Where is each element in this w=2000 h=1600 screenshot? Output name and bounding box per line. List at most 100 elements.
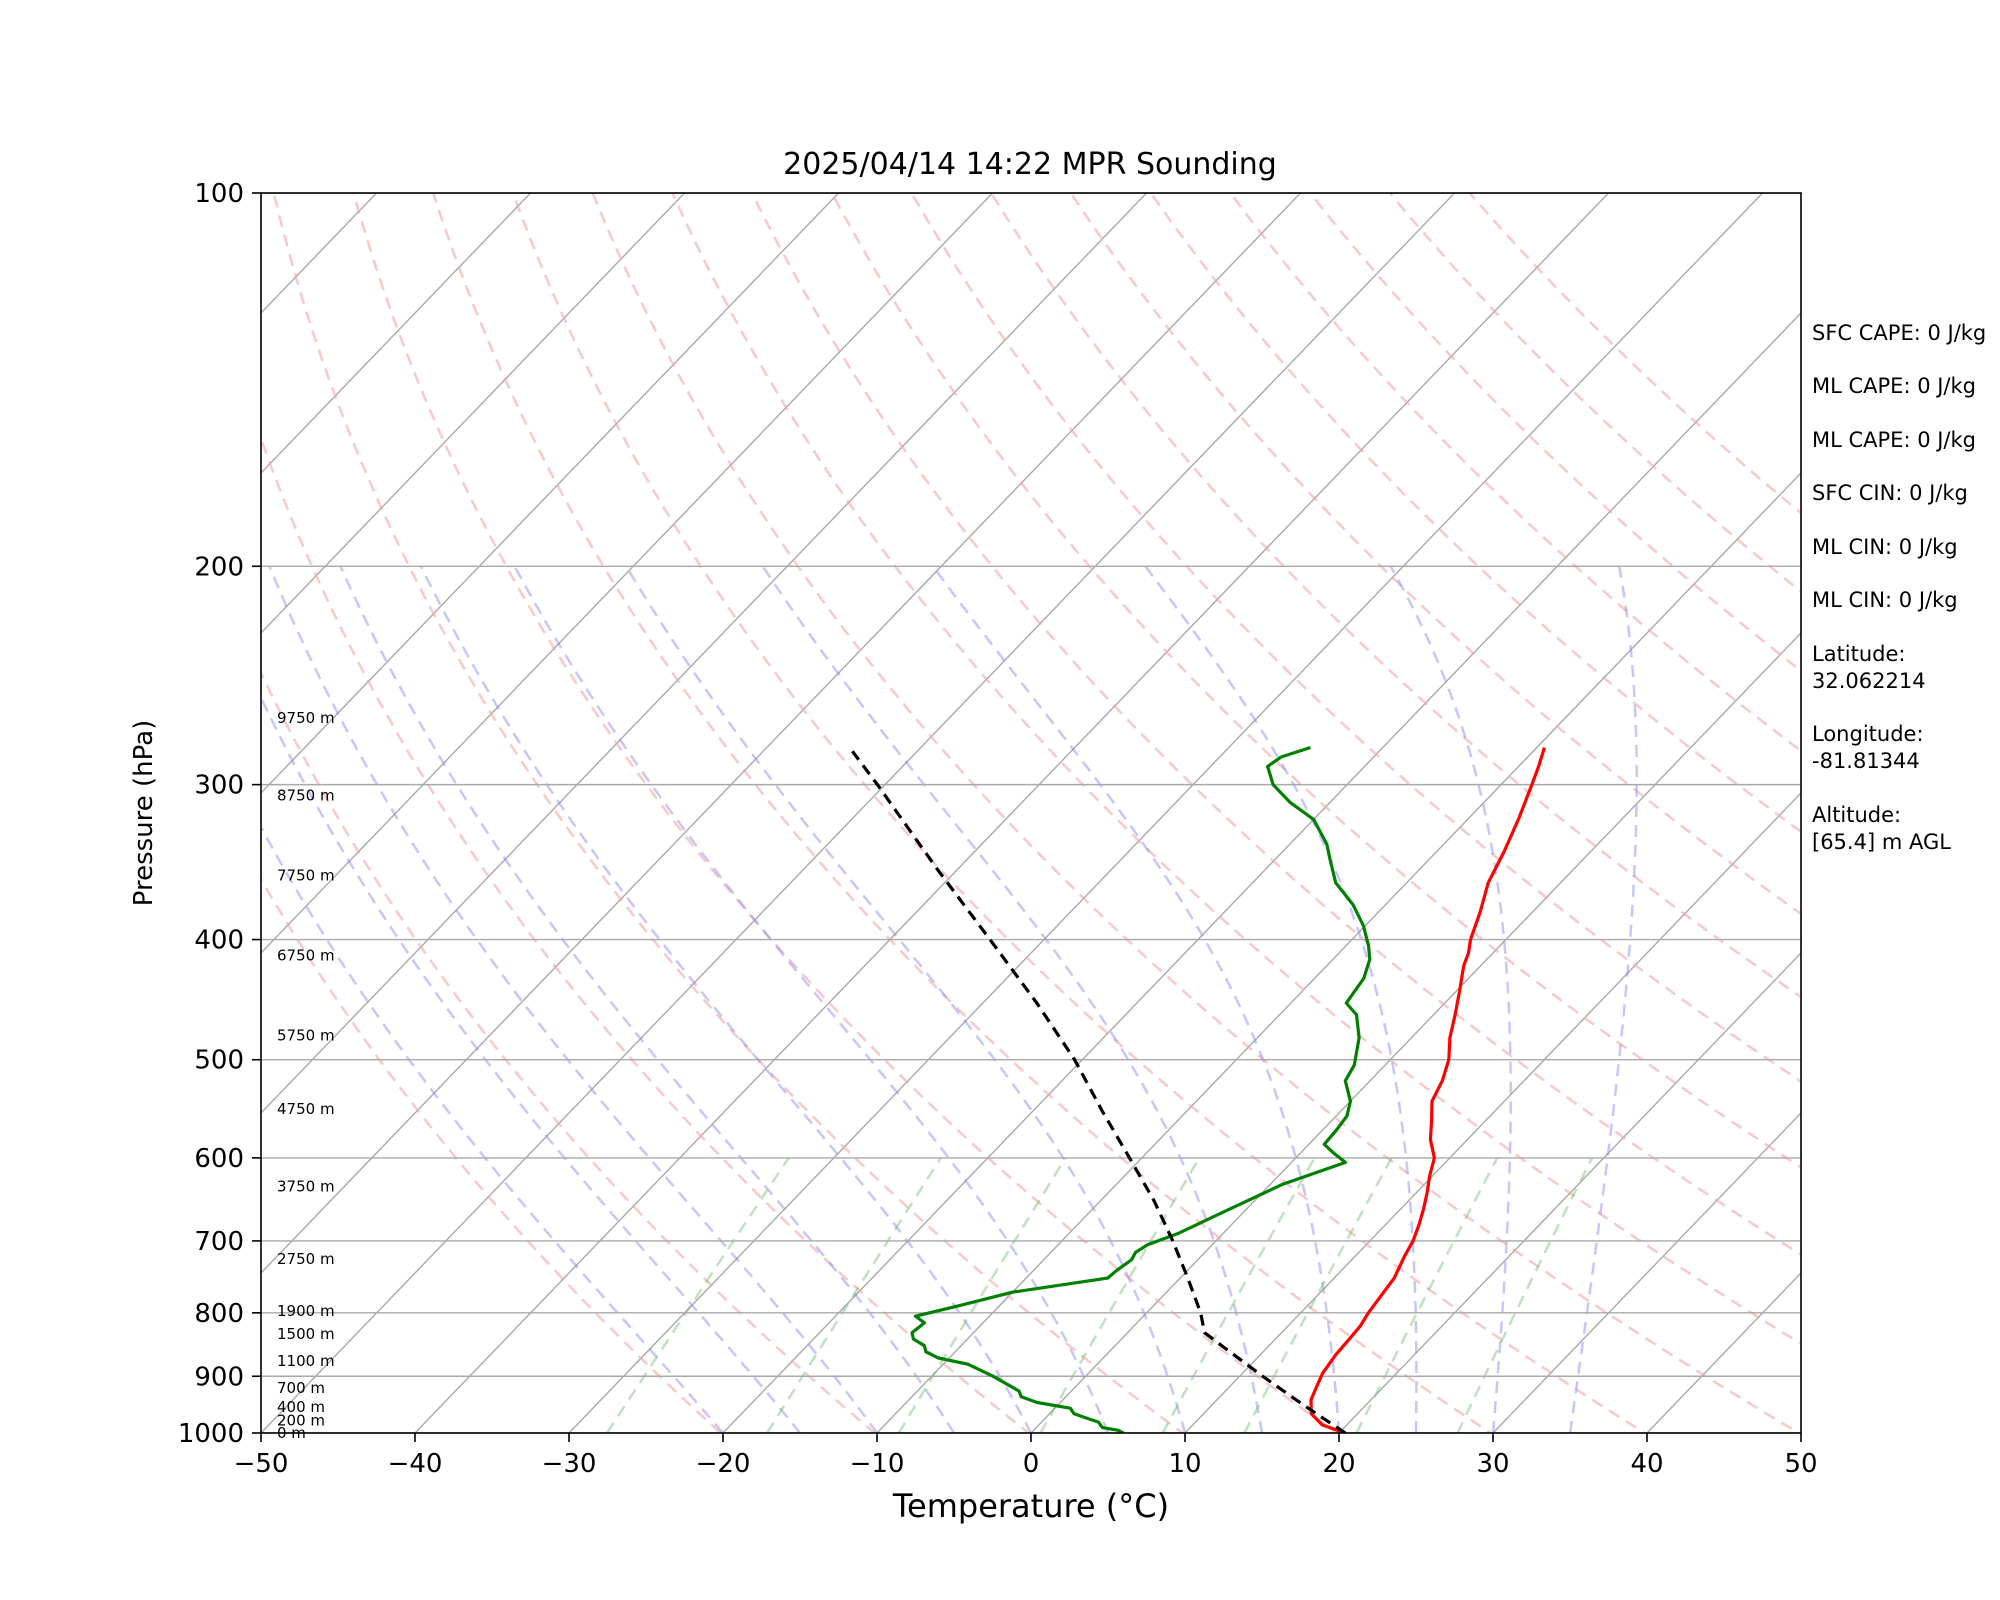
- y-axis-ticks: 100 200 300 400 500 600 700 800 900 1000: [178, 179, 261, 1449]
- mixing-ratio-line: [1243, 1157, 1393, 1433]
- x-tick-label: 20: [1322, 1449, 1355, 1479]
- y-tick-label: 500: [194, 1046, 244, 1076]
- isotherm-line: [261, 193, 1456, 1433]
- isotherm-line: [1646, 1272, 1801, 1433]
- dry-adiabat-line: [1388, 193, 1801, 594]
- y-tick-label: 400: [194, 926, 244, 956]
- height-label: 4750 m: [277, 1100, 335, 1118]
- x-axis-ticks: −50 −40 −30 −20 −10 0 10 20 30 40 50: [234, 1433, 1818, 1479]
- altitude-label: Altitude:: [1812, 803, 1901, 827]
- longitude-label: Longitude:: [1812, 722, 1924, 746]
- x-tick-label: −40: [388, 1449, 443, 1479]
- height-label: 200 m: [277, 1411, 325, 1429]
- dry-adiabat-line: [750, 193, 1801, 1257]
- latitude-value: 32.062214: [1812, 669, 1926, 693]
- moist-adiabat-line: [1389, 565, 1512, 1433]
- isotherm-line: [1030, 632, 1801, 1433]
- y-tick-label: 800: [194, 1299, 244, 1329]
- sounding-profiles: [851, 745, 1547, 1433]
- moist-adiabat-line: [513, 565, 1110, 1433]
- longitude-value: -81.81344: [1812, 749, 1920, 773]
- y-tick-label: 100: [194, 179, 244, 209]
- isotherm-line: [261, 193, 840, 795]
- isotherm-line: [722, 312, 1801, 1433]
- height-label: 6750 m: [277, 946, 335, 964]
- plot-frame: [260, 192, 1802, 1434]
- y-tick-label: 700: [194, 1227, 244, 1257]
- dry-adiabat-line: [352, 193, 1339, 1433]
- height-label: 7750 m: [277, 866, 335, 884]
- x-axis-label: Temperature (°C): [892, 1487, 1169, 1525]
- x-tick-label: 0: [1023, 1449, 1040, 1479]
- y-tick-label: 600: [194, 1144, 244, 1174]
- dry-adiabat-line: [261, 435, 1031, 1433]
- height-label: 1500 m: [277, 1325, 335, 1343]
- x-tick-label: 30: [1476, 1449, 1509, 1479]
- height-label: 8750 m: [277, 786, 335, 804]
- x-tick-label: 40: [1630, 1449, 1663, 1479]
- x-tick-label: −10: [850, 1449, 905, 1479]
- mixing-ratio-line: [1355, 1157, 1499, 1433]
- dry-adiabat-line: [511, 193, 1648, 1433]
- dry-adiabat-line: [1228, 193, 1801, 753]
- isotherm-line: [261, 193, 532, 475]
- sfc-cape-text: SFC CAPE: 0 J/kg: [1812, 321, 1986, 345]
- height-label: 1100 m: [277, 1352, 335, 1370]
- dewpoint-profile-line: [910, 745, 1372, 1433]
- latitude-label: Latitude:: [1812, 642, 1906, 666]
- height-label: 1900 m: [277, 1302, 335, 1320]
- mixing-ratio-line: [897, 1157, 1067, 1433]
- temperature-profile-line: [1309, 747, 1547, 1433]
- moist-adiabat-line: [761, 565, 1264, 1433]
- isotherm-line: [568, 193, 1764, 1433]
- height-label: 2750 m: [277, 1250, 335, 1268]
- x-tick-label: 50: [1784, 1449, 1817, 1479]
- moist-adiabat-line: [1144, 565, 1418, 1433]
- parcel-profile-line: [851, 750, 1347, 1433]
- x-tick-label: −50: [234, 1449, 289, 1479]
- isotherm-line: [1492, 1112, 1801, 1433]
- height-label: 5750 m: [277, 1026, 335, 1044]
- dry-adiabat-line: [1149, 193, 1801, 834]
- isotherm-line: [261, 193, 1302, 1275]
- isotherm-line: [261, 193, 378, 315]
- y-tick-label: 200: [194, 552, 244, 582]
- height-label: 3750 m: [277, 1178, 335, 1196]
- height-label: 700 m: [277, 1379, 325, 1397]
- dry-adiabat-line: [830, 193, 1801, 1169]
- ml-cape-text-2: ML CAPE: 0 J/kg: [1812, 428, 1976, 452]
- stats-panel: SFC CAPE: 0 J/kg ML CAPE: 0 J/kg ML CAPE…: [1812, 321, 1986, 854]
- y-tick-label: 1000: [178, 1419, 244, 1449]
- moist-adiabat-line: [419, 565, 1033, 1433]
- moist-adiabat-line: [268, 565, 879, 1433]
- isobar-gridlines: [261, 193, 1801, 1433]
- isotherm-line: [261, 193, 1148, 1115]
- isotherm-line: [261, 193, 686, 635]
- x-tick-label: 10: [1168, 1449, 1201, 1479]
- isotherm-line: [414, 193, 1610, 1433]
- x-tick-label: −20: [696, 1449, 751, 1479]
- dry-adiabat-line: [910, 193, 1801, 1083]
- dry-adiabat-line: [272, 193, 1185, 1433]
- isotherm-line: [1338, 952, 1801, 1433]
- isotherm-line: [876, 472, 1801, 1433]
- mixing-ratio-line: [605, 1157, 790, 1433]
- dry-adiabat-line: [591, 193, 1801, 1433]
- altitude-value: [65.4] m AGL: [1812, 830, 1951, 854]
- moist-adiabat-line: [339, 565, 956, 1433]
- x-tick-label: −30: [542, 1449, 597, 1479]
- isotherm-line: [261, 193, 994, 955]
- ml-cin-text: ML CIN: 0 J/kg: [1812, 535, 1958, 559]
- y-tick-label: 300: [194, 771, 244, 801]
- dry-adiabat-line: [261, 669, 877, 1433]
- dry-adiabat-line: [261, 876, 723, 1433]
- mixing-ratio-line: [1039, 1157, 1201, 1433]
- isotherm-line: [0, 165, 249, 1459]
- background-lines: [0, 165, 1801, 1459]
- mixing-ratio-line: [1161, 1157, 1316, 1433]
- mixing-ratio-line: [1456, 1157, 1594, 1433]
- height-label: 400 m: [277, 1398, 325, 1416]
- dry-adiabat-line: [1467, 193, 1801, 515]
